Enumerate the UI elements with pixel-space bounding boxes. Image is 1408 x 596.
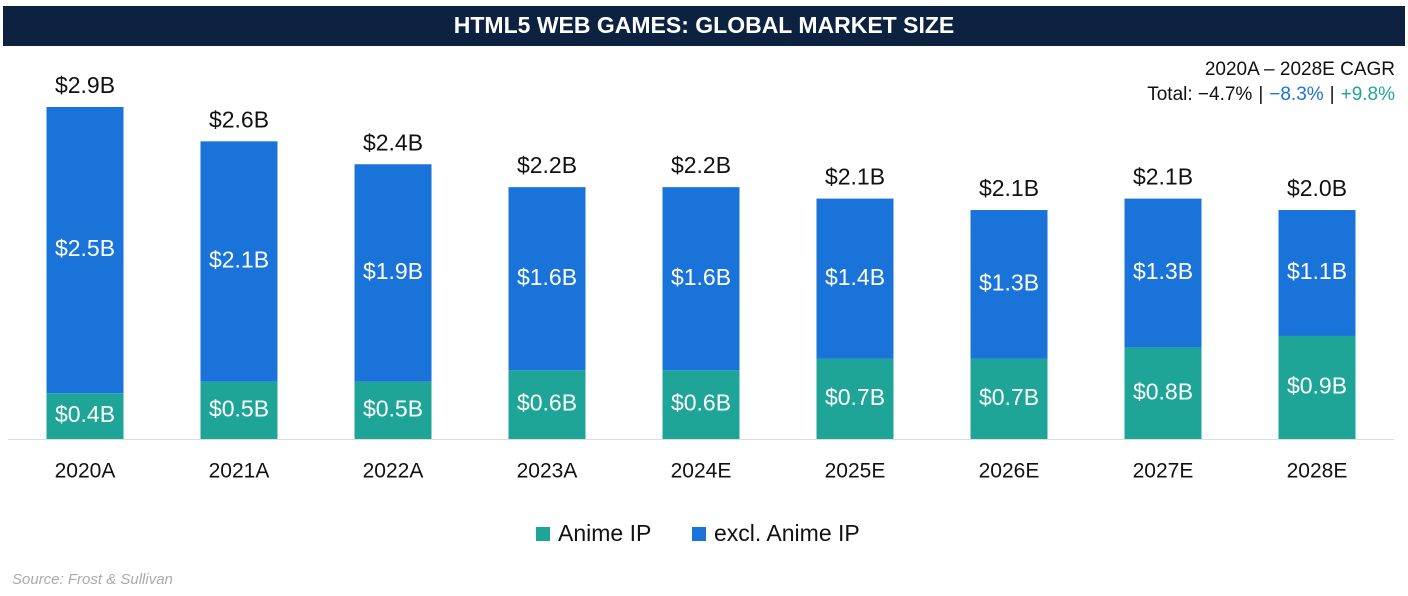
total-label: $2.1B	[825, 164, 885, 190]
bar-segment	[662, 370, 740, 439]
x-tick-label: 2021A	[209, 460, 270, 483]
bar-segment	[508, 187, 586, 371]
segment-label: $0.5B	[209, 395, 269, 421]
segment-label: $1.9B	[363, 258, 423, 284]
segment-label: $0.6B	[517, 390, 577, 416]
x-tick-label: 2024E	[671, 460, 732, 483]
total-label: $2.1B	[979, 175, 1039, 201]
segment-label: $0.7B	[979, 384, 1039, 410]
bar-segment	[46, 107, 124, 394]
total-label: $2.0B	[1287, 175, 1347, 201]
cagr-separator: |	[1330, 84, 1335, 105]
cagr-values: Total: −4.7% | −8.3% | +9.8%	[1147, 84, 1395, 105]
segment-label: $1.6B	[671, 264, 731, 290]
cagr-anime: +9.8%	[1341, 84, 1396, 105]
x-tick-label: 2027E	[1133, 460, 1194, 483]
x-tick-label: 2023A	[517, 460, 578, 483]
bar-segment	[354, 381, 432, 439]
bar-segment	[1278, 335, 1356, 439]
bar-segment	[662, 187, 740, 371]
bar-segment	[1124, 347, 1202, 439]
bar-segment	[200, 141, 278, 382]
segment-label: $0.4B	[55, 401, 115, 427]
total-label: $2.6B	[209, 106, 269, 132]
bar-segment	[354, 164, 432, 382]
cagr-excl: −8.3%	[1269, 84, 1324, 105]
cagr-title: 2020A – 2028E CAGR	[1205, 59, 1395, 80]
x-tick-label: 2020A	[55, 460, 116, 483]
segment-label: $2.5B	[55, 235, 115, 261]
segment-label: $1.3B	[1133, 258, 1193, 284]
bar-segment	[816, 198, 894, 359]
total-label: $2.1B	[1133, 164, 1193, 190]
x-tick-label: 2026E	[979, 460, 1040, 483]
legend-swatch	[692, 527, 706, 541]
total-label: $2.4B	[363, 129, 423, 155]
segment-label: $0.9B	[1287, 373, 1347, 399]
bar-segment	[508, 370, 586, 439]
source: Source: Frost & Sullivan	[12, 571, 173, 588]
x-tick-label: 2025E	[825, 460, 886, 483]
segment-label: $0.5B	[363, 395, 423, 421]
segment-label: $2.1B	[209, 247, 269, 273]
cagr-separator: |	[1258, 84, 1263, 105]
bar-segment	[1124, 198, 1202, 348]
segment-label: $1.3B	[979, 270, 1039, 296]
bar-segment	[200, 381, 278, 439]
cagr-total: Total: −4.7%	[1147, 84, 1252, 105]
legend-label: excl. Anime IP	[714, 520, 860, 546]
segment-label: $1.6B	[517, 264, 577, 290]
total-label: $2.2B	[671, 152, 731, 178]
total-label: $2.2B	[517, 152, 577, 178]
legend-swatch	[536, 527, 550, 541]
bar-segment	[970, 358, 1048, 439]
x-tick-label: 2028E	[1287, 460, 1348, 483]
segment-label: $0.7B	[825, 384, 885, 410]
title-bar	[3, 6, 1405, 46]
chart-title: HTML5 WEB GAMES: GLOBAL MARKET SIZE	[454, 12, 954, 38]
bar-segment	[46, 393, 124, 439]
segment-label: $0.6B	[671, 390, 731, 416]
segment-label: $1.4B	[825, 264, 885, 290]
total-label: $2.9B	[55, 72, 115, 98]
segment-label: $1.1B	[1287, 258, 1347, 284]
segment-label: $0.8B	[1133, 378, 1193, 404]
x-tick-label: 2022A	[363, 460, 424, 483]
bar-segment	[816, 358, 894, 439]
bar-segment	[1278, 210, 1356, 336]
legend-label: Anime IP	[558, 520, 651, 546]
bar-segment	[970, 210, 1048, 359]
